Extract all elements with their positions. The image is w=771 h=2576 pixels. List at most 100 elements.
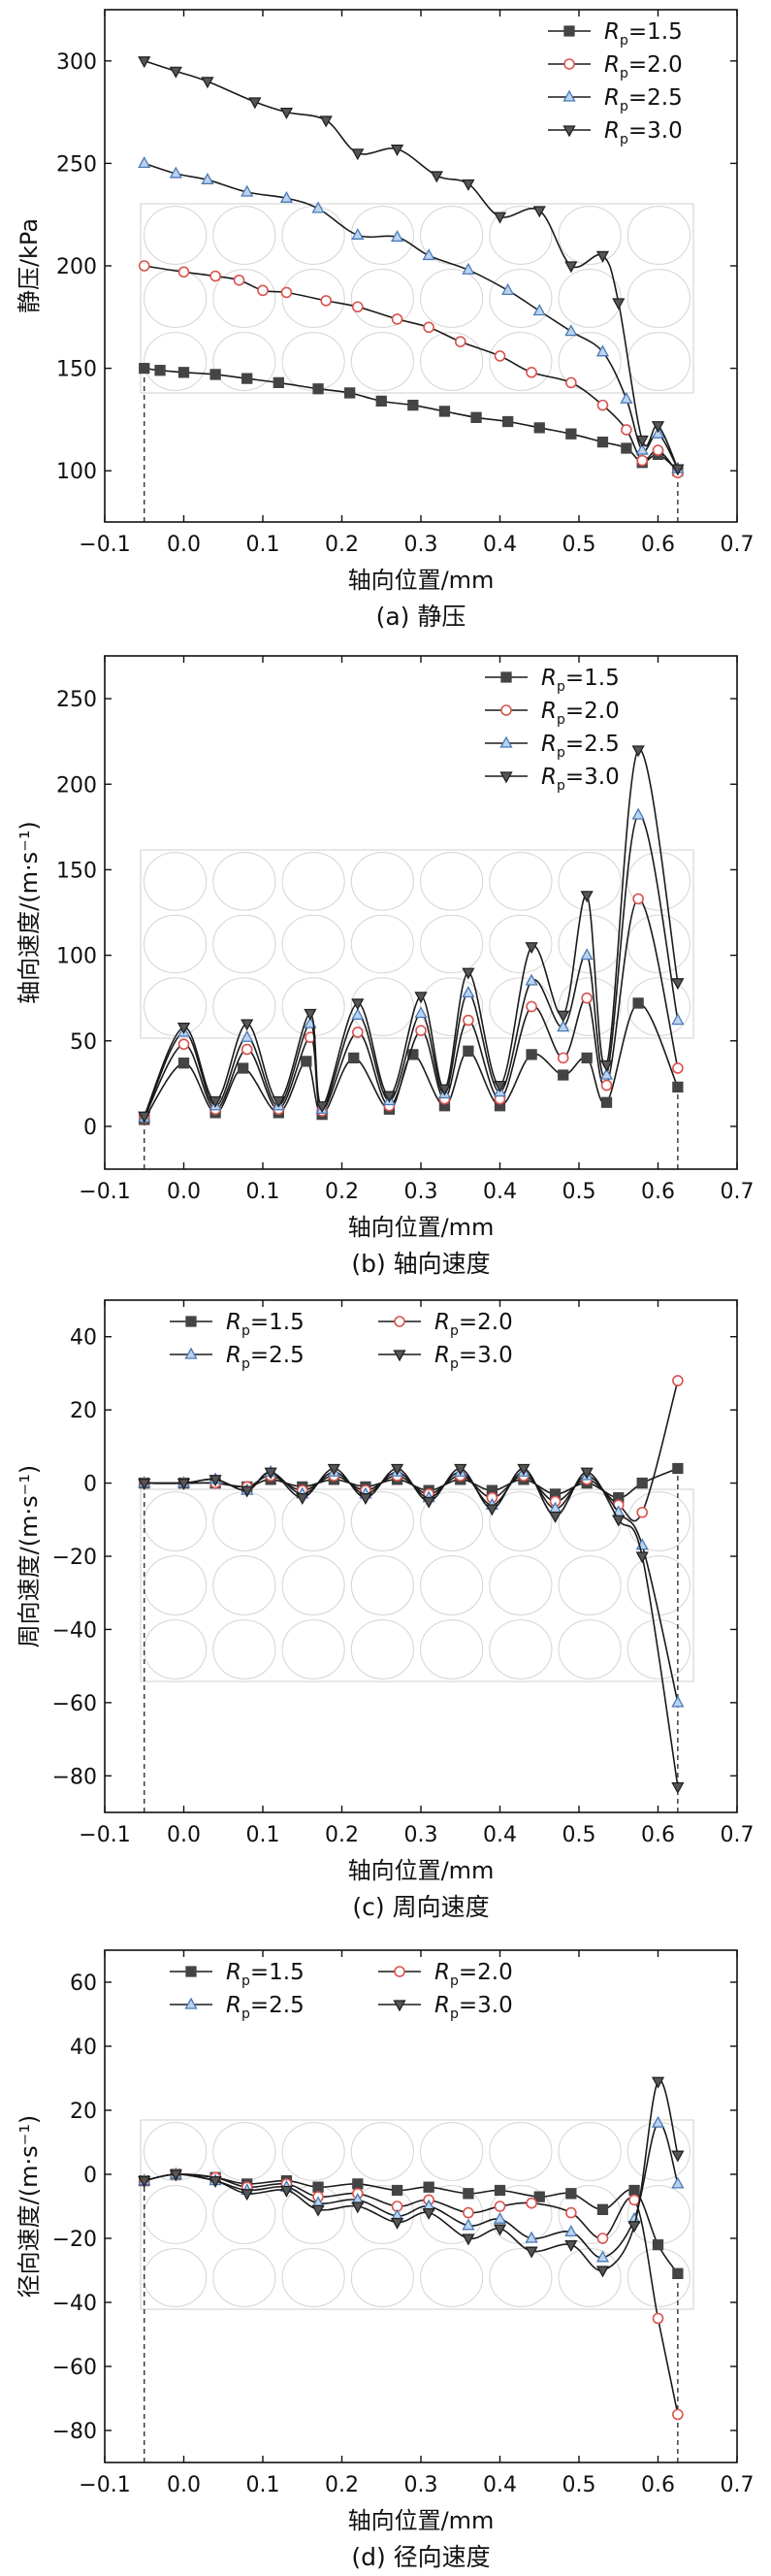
schematic-particle bbox=[626, 269, 691, 328]
data-point bbox=[462, 986, 475, 998]
y-tick-label: −80 bbox=[52, 2420, 97, 2444]
legend-label: Rp=3.0 bbox=[604, 118, 683, 147]
data-point bbox=[241, 184, 254, 197]
data-point bbox=[272, 1095, 285, 1108]
x-tick-label: −0.1 bbox=[79, 2473, 130, 2497]
x-tick-label: 0.1 bbox=[246, 1823, 280, 1847]
data-point bbox=[671, 1695, 685, 1708]
schematic-particle bbox=[144, 914, 208, 974]
data-point bbox=[526, 2197, 537, 2209]
schematic-particle bbox=[489, 852, 553, 911]
data-point bbox=[596, 2203, 609, 2215]
y-tick-label: 50 bbox=[70, 1030, 97, 1055]
data-point bbox=[344, 387, 356, 399]
data-point bbox=[352, 2178, 364, 2190]
data-point bbox=[581, 1052, 593, 1064]
data-point bbox=[438, 406, 451, 417]
data-point bbox=[612, 298, 626, 310]
series-line bbox=[144, 2079, 679, 2271]
panel-caption: (c) 周向速度 bbox=[352, 1893, 489, 1921]
legend-label-sub: p bbox=[450, 2006, 459, 2022]
data-point bbox=[351, 2201, 365, 2214]
data-point bbox=[351, 301, 364, 313]
y-tick-label: 250 bbox=[56, 688, 97, 712]
schematic-particle bbox=[281, 1491, 345, 1551]
legend-label-sub: p bbox=[557, 679, 565, 695]
data-point bbox=[430, 171, 443, 183]
series-3 bbox=[138, 1463, 685, 1794]
legend-label-tail: =3.0 bbox=[459, 1993, 513, 2018]
schematic-particle bbox=[350, 2185, 414, 2244]
data-point bbox=[621, 424, 632, 436]
data-point bbox=[454, 1463, 467, 1476]
x-tick-label: 0.7 bbox=[721, 533, 755, 557]
series-1 bbox=[138, 2168, 684, 2421]
schematic-particle bbox=[350, 206, 414, 265]
schematic-particle bbox=[626, 852, 691, 911]
data-point bbox=[390, 230, 404, 243]
data-point bbox=[454, 336, 466, 347]
data-point bbox=[390, 1463, 404, 1476]
data-point bbox=[422, 1496, 435, 1509]
series-line bbox=[144, 2173, 679, 2274]
data-point bbox=[177, 1058, 190, 1069]
data-point bbox=[138, 260, 150, 272]
legend-label-main: R bbox=[226, 1993, 241, 2018]
legend-label-sub: p bbox=[557, 712, 565, 728]
data-point bbox=[462, 2218, 475, 2231]
y-tick-label: −60 bbox=[52, 2356, 97, 2380]
schematic-particle bbox=[281, 269, 345, 328]
data-point bbox=[672, 2267, 684, 2279]
data-point bbox=[139, 362, 150, 375]
y-tick-label: −40 bbox=[52, 2292, 97, 2316]
schematic-particle bbox=[144, 332, 208, 391]
schematic-particle bbox=[558, 1555, 622, 1615]
data-point bbox=[390, 144, 404, 156]
schematic-particle bbox=[281, 2122, 345, 2181]
y-tick-label: 250 bbox=[56, 152, 97, 177]
schematic-particle bbox=[144, 1555, 208, 1615]
legend-label: Rp=3.0 bbox=[541, 765, 620, 794]
x-tick-label: 0.7 bbox=[721, 1180, 755, 1204]
data-point bbox=[580, 1467, 594, 1480]
legend-label-tail: =1.5 bbox=[250, 1960, 305, 1985]
data-point bbox=[612, 1515, 626, 1527]
data-point bbox=[462, 179, 475, 191]
schematic-particle bbox=[281, 206, 345, 265]
data-point bbox=[257, 284, 269, 297]
schematic-particle bbox=[558, 852, 622, 911]
legend-label: Rp=2.0 bbox=[541, 699, 620, 728]
series-line bbox=[144, 1471, 679, 1704]
x-tick-label: 0.3 bbox=[404, 1823, 438, 1847]
y-axis-label: 径向速度/(m·s⁻¹) bbox=[16, 2115, 43, 2299]
x-tick-label: 0.2 bbox=[325, 1823, 359, 1847]
x-axis-label: 轴向位置/mm bbox=[348, 2507, 495, 2534]
schematic-particle bbox=[212, 206, 276, 265]
data-point bbox=[280, 286, 293, 299]
data-point bbox=[327, 1463, 340, 1476]
schematic-particle bbox=[420, 1555, 484, 1615]
data-point bbox=[627, 2221, 641, 2234]
x-tick-label: 0.4 bbox=[483, 533, 517, 557]
series-line bbox=[144, 162, 679, 470]
schematic-particle bbox=[489, 332, 553, 391]
schematic-particle bbox=[558, 206, 622, 265]
legend-marker bbox=[394, 1316, 405, 1327]
x-tick-label: 0.7 bbox=[721, 2473, 755, 2497]
data-point bbox=[502, 415, 514, 428]
legend-label: Rp=2.0 bbox=[604, 52, 683, 82]
x-tick-label: 0.5 bbox=[562, 2473, 596, 2497]
y-tick-label: −20 bbox=[52, 1546, 97, 1570]
data-point bbox=[138, 2175, 151, 2188]
y-tick-label: 0 bbox=[83, 2164, 97, 2188]
data-point bbox=[493, 212, 507, 224]
series-1 bbox=[138, 893, 684, 1124]
legend-label-tail: =2.5 bbox=[628, 85, 683, 111]
y-tick-label: −60 bbox=[52, 1692, 97, 1716]
legend-label-sub: p bbox=[557, 745, 565, 761]
schematic-particle bbox=[558, 977, 622, 1036]
legend-marker bbox=[184, 1347, 198, 1359]
data-point bbox=[672, 1062, 684, 1074]
schematic-particle bbox=[144, 1491, 208, 1551]
